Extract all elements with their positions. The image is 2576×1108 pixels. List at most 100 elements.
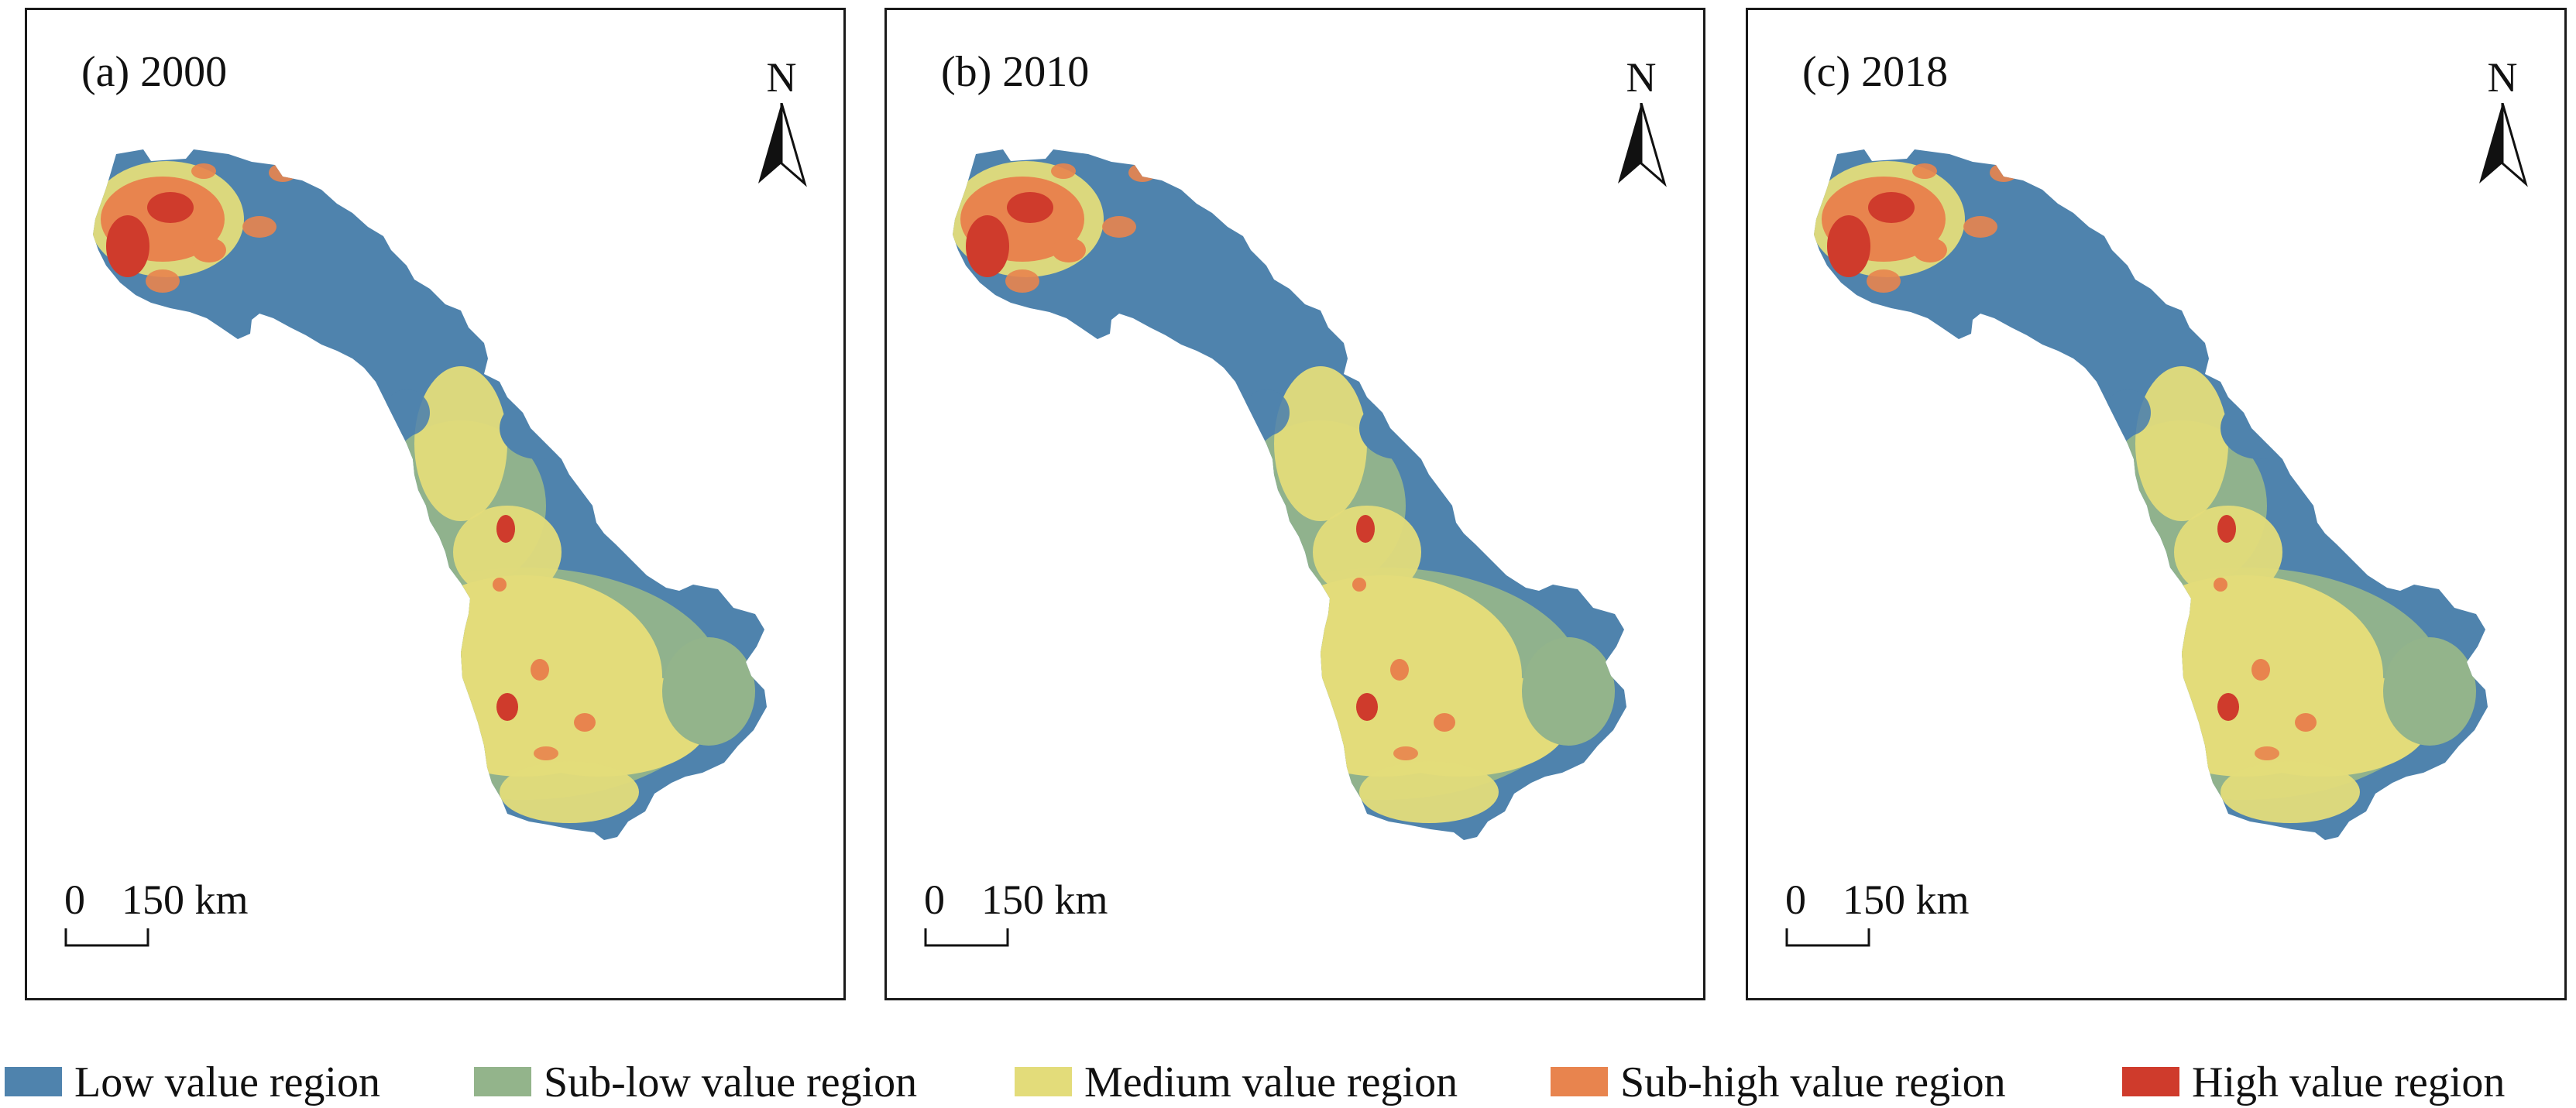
value-zone <box>1868 192 1915 223</box>
value-zone <box>2217 515 2236 543</box>
north-label: N <box>766 54 797 101</box>
value-zone <box>2255 746 2279 760</box>
value-zone <box>242 216 276 238</box>
value-zone <box>146 269 180 293</box>
legend-label-medium: Medium value region <box>1084 1058 1458 1106</box>
value-zone <box>1990 163 2018 182</box>
value-zone <box>2383 637 2476 746</box>
legend-swatch-low <box>5 1067 62 1096</box>
value-zone <box>414 366 507 521</box>
value-zone <box>966 215 1009 277</box>
map-panel-2000: (a) 2000 N 0 150 km <box>25 8 846 1000</box>
value-zone <box>2221 761 2360 823</box>
north-arrow: N <box>2471 57 2533 188</box>
scale-bar: 0 150 km <box>64 879 281 964</box>
value-zone <box>531 659 549 681</box>
map-panel-2018: (c) 2018 N 0 150 km <box>1746 8 2567 1000</box>
value-zone <box>269 163 297 182</box>
legend-swatch-sub-high <box>1551 1067 1608 1096</box>
value-zone <box>453 506 562 599</box>
north-label: N <box>2487 54 2518 101</box>
value-zone <box>106 215 149 277</box>
value-zone <box>1356 515 1375 543</box>
panel-title: (c) 2018 <box>1802 48 1949 96</box>
value-zone <box>1356 693 1378 721</box>
value-zone <box>1051 163 1076 179</box>
map-legend: Low value region Sub-low value region Me… <box>0 1058 2576 1104</box>
region-map <box>93 149 767 869</box>
value-zone <box>1352 578 1366 592</box>
value-zone <box>1393 746 1418 760</box>
value-zone <box>1827 215 1870 277</box>
value-zone <box>2217 693 2239 721</box>
value-zone <box>192 238 226 262</box>
panel-title: (a) 2000 <box>81 48 228 96</box>
scale-bar: 0 150 km <box>1785 879 2002 964</box>
value-zone <box>2214 578 2227 592</box>
value-zone <box>1102 216 1136 238</box>
value-zone <box>574 713 596 732</box>
value-zone <box>493 578 507 592</box>
value-zone <box>1005 269 1039 293</box>
north-arrow-icon <box>758 103 807 187</box>
scale-zero-label: 0 <box>1785 876 1806 923</box>
value-zone <box>1963 216 1997 238</box>
value-zone <box>383 389 430 436</box>
value-zone <box>1313 506 1421 599</box>
legend-label-sub-low: Sub-low value region <box>544 1058 918 1106</box>
scale-distance-label: 150 km <box>122 876 249 923</box>
value-zone <box>2174 506 2282 599</box>
value-zone <box>2221 397 2298 459</box>
legend-swatch-sub-low <box>474 1067 531 1096</box>
value-zone <box>1128 163 1156 182</box>
value-zone <box>1867 269 1901 293</box>
value-zone <box>534 746 558 760</box>
value-zone <box>500 397 577 459</box>
value-zone <box>191 163 216 179</box>
region-map <box>953 149 1626 869</box>
scale-zero-label: 0 <box>64 876 85 923</box>
north-label: N <box>1626 54 1657 101</box>
region-map <box>1814 149 2488 869</box>
legend-swatch-high <box>2122 1067 2179 1096</box>
legend-label-sub-high: Sub-high value region <box>1620 1058 2006 1106</box>
value-zone <box>500 761 639 823</box>
value-zone <box>1390 659 1409 681</box>
north-arrow: N <box>750 57 812 188</box>
value-zone <box>661 846 678 869</box>
scale-zero-label: 0 <box>924 876 945 923</box>
value-zone <box>1359 397 1437 459</box>
value-zone <box>147 192 194 223</box>
map-panel-2010: (b) 2010 N 0 150 km <box>884 8 1705 1000</box>
legend-label-low: Low value region <box>74 1058 380 1106</box>
value-zone <box>2135 366 2228 521</box>
value-zone <box>2295 713 2317 732</box>
value-zone <box>1007 192 1053 223</box>
value-zone <box>1912 163 1937 179</box>
north-arrow: N <box>1610 57 1672 188</box>
scale-bar-line <box>924 928 1009 947</box>
panel-title: (b) 2010 <box>941 48 1090 96</box>
value-zone <box>1521 846 1538 869</box>
value-zone <box>1243 389 1290 436</box>
scale-bar-line <box>1785 928 1870 947</box>
value-zone <box>1913 238 1947 262</box>
scale-distance-label: 150 km <box>1843 876 1970 923</box>
value-zone <box>1052 238 1086 262</box>
scale-bar: 0 150 km <box>924 879 1141 964</box>
north-arrow-icon <box>1618 103 1667 187</box>
value-zone <box>1359 761 1499 823</box>
scale-bar-line <box>64 928 149 947</box>
north-arrow-icon <box>2479 103 2528 187</box>
value-zone <box>496 693 518 721</box>
value-zone <box>1522 637 1615 746</box>
value-zone <box>496 515 515 543</box>
value-zone <box>2251 659 2270 681</box>
value-zone <box>1274 366 1367 521</box>
value-zone <box>2104 389 2151 436</box>
value-zone <box>2382 846 2399 869</box>
value-zone <box>1434 713 1455 732</box>
legend-swatch-medium <box>1015 1067 1072 1096</box>
scale-distance-label: 150 km <box>981 876 1108 923</box>
value-zone <box>662 637 755 746</box>
